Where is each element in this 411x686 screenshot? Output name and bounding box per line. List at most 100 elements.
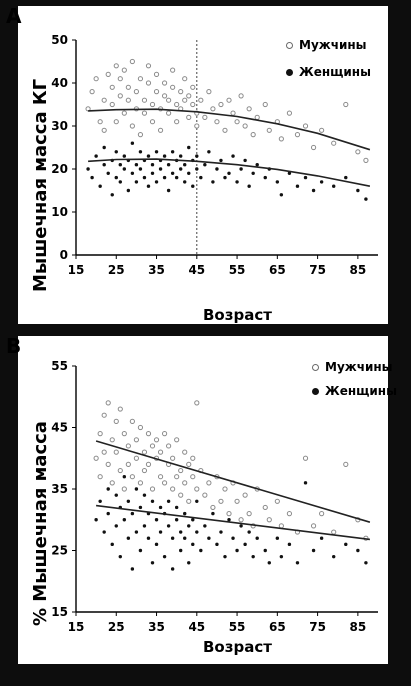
- point-women: [170, 536, 175, 540]
- y-tick-label: 25: [51, 544, 68, 558]
- point-men: [145, 461, 152, 467]
- point-men: [186, 114, 192, 121]
- point-women: [122, 167, 127, 171]
- point-men: [137, 480, 144, 486]
- point-women: [166, 524, 171, 528]
- point-men: [254, 114, 260, 121]
- point-women: [94, 518, 98, 522]
- point-women: [287, 171, 292, 175]
- point-women: [215, 167, 219, 171]
- y-tick-label: 0: [60, 248, 68, 262]
- point-men: [101, 127, 107, 133]
- filled-circle-icon: [286, 68, 293, 76]
- point-women: [94, 154, 98, 158]
- x-tick-label: 45: [188, 620, 205, 634]
- y-tick-label: 30: [51, 119, 68, 133]
- point-men: [170, 67, 176, 73]
- point-women: [187, 145, 191, 150]
- point-women: [178, 167, 183, 171]
- point-women: [356, 548, 360, 553]
- point-women: [98, 184, 102, 188]
- y-tick-label: 10: [51, 205, 68, 219]
- point-women: [162, 175, 167, 180]
- x-tick-label: 65: [269, 263, 286, 277]
- point-men: [105, 400, 111, 406]
- point-men: [101, 449, 107, 455]
- point-women: [243, 542, 247, 547]
- point-men: [137, 76, 144, 82]
- point-men: [234, 119, 240, 125]
- trend-line-men: [88, 108, 371, 151]
- point-men: [121, 110, 127, 116]
- point-men: [117, 406, 123, 412]
- point-women: [183, 163, 187, 167]
- point-men: [161, 480, 168, 486]
- point-women: [110, 193, 114, 197]
- point-men: [117, 93, 123, 99]
- point-men: [133, 437, 140, 443]
- point-men: [97, 119, 103, 125]
- point-men: [149, 101, 156, 108]
- point-men: [113, 449, 119, 455]
- point-men: [182, 480, 188, 486]
- point-men: [153, 71, 160, 78]
- point-women: [263, 175, 267, 180]
- point-women: [203, 524, 207, 528]
- y-axis-label: Мышечная масса КГ: [30, 78, 51, 292]
- point-men: [331, 529, 337, 535]
- point-men: [278, 136, 284, 142]
- point-women: [303, 481, 308, 485]
- point-men: [161, 80, 168, 86]
- point-women: [102, 163, 106, 167]
- point-men: [178, 467, 184, 474]
- y-axis-label: % Мышечная масса: [30, 421, 51, 626]
- point-men: [85, 106, 91, 112]
- point-men: [238, 93, 244, 99]
- point-women: [142, 175, 147, 180]
- point-women: [142, 493, 147, 497]
- point-women: [319, 536, 324, 540]
- point-men: [157, 127, 164, 133]
- point-men: [355, 149, 361, 155]
- point-men: [174, 474, 180, 480]
- point-men: [97, 431, 103, 437]
- point-men: [117, 76, 123, 82]
- point-men: [206, 89, 212, 95]
- point-women: [138, 150, 143, 154]
- panel-a: A 0 10 20 30 40 50 15 25 35 45 55 65 75 85 Мышечная м…: [6, 4, 388, 324]
- point-men: [226, 511, 232, 517]
- x-tick-label: 35: [148, 620, 165, 634]
- point-women: [203, 163, 207, 167]
- point-women: [251, 554, 255, 559]
- point-men: [170, 455, 176, 461]
- point-men: [266, 517, 272, 523]
- panel-letter: A: [6, 4, 22, 28]
- point-women: [247, 184, 251, 188]
- point-women: [154, 150, 159, 154]
- point-women: [344, 175, 348, 180]
- point-men: [310, 523, 317, 529]
- point-women: [118, 163, 122, 167]
- point-women: [255, 536, 259, 540]
- point-women: [195, 167, 199, 171]
- y-tick-label: 55: [51, 359, 68, 373]
- point-men: [157, 474, 164, 480]
- point-women: [199, 548, 203, 553]
- point-women: [279, 554, 284, 559]
- point-men: [194, 123, 200, 129]
- point-women: [146, 536, 151, 540]
- point-men: [286, 511, 293, 517]
- point-men: [210, 504, 216, 511]
- point-women: [191, 518, 195, 522]
- y-tick-label: 45: [51, 421, 68, 435]
- point-women: [118, 180, 122, 184]
- point-women: [174, 518, 179, 522]
- point-women: [162, 554, 167, 559]
- point-women: [86, 167, 90, 171]
- point-women: [150, 171, 155, 175]
- point-women: [311, 548, 316, 553]
- point-men: [170, 486, 176, 492]
- point-men: [166, 110, 172, 116]
- x-tick-label: 45: [188, 263, 205, 277]
- point-men: [218, 101, 224, 108]
